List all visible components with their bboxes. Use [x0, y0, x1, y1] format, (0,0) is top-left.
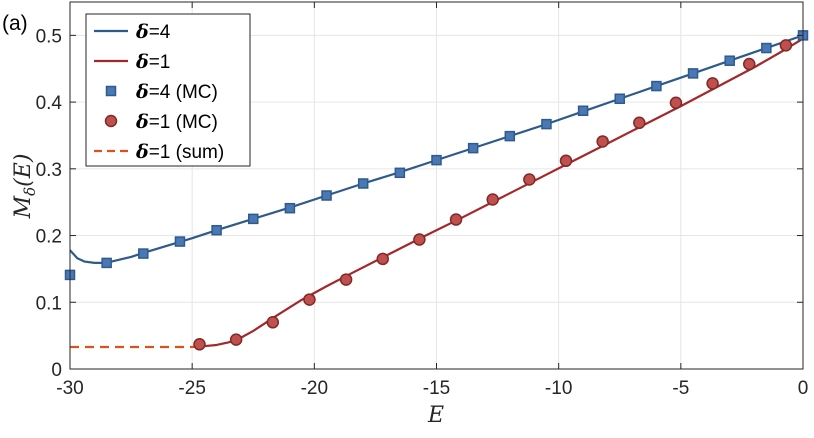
x-tick-label: -15 [423, 378, 450, 399]
y-tick-label: 0.2 [36, 227, 62, 248]
x-tick-label: 0 [798, 378, 809, 399]
legend-label-suffix: =1 (MC) [149, 112, 218, 133]
legend-label-suffix: =1 (sum) [149, 142, 225, 163]
x-tick-label: -20 [301, 378, 328, 399]
x-tick-label: -25 [178, 378, 205, 399]
data-point-circle [779, 39, 793, 52]
data-point-circle [669, 96, 683, 110]
legend-label: δ=1 [135, 51, 170, 73]
data-point-square [504, 130, 516, 142]
data-point-circle [633, 116, 646, 130]
legend-label-symbol: δ [135, 81, 149, 103]
data-point-circle [523, 173, 536, 186]
x-tick-label: -30 [56, 378, 83, 399]
y-tick-label: 0.1 [36, 293, 62, 314]
data-point-square [138, 248, 149, 259]
data-point-square [614, 93, 625, 105]
x-tick-label: -10 [545, 378, 572, 399]
data-point-circle [706, 77, 719, 90]
data-point-circle [376, 252, 389, 266]
panel-label: (a) [2, 12, 28, 35]
y-axis-label-sub: δ [21, 187, 39, 196]
y-tick-label: 0.3 [36, 160, 62, 181]
data-point-square [101, 257, 112, 269]
data-point-circle [193, 338, 206, 351]
data-point-circle [486, 193, 499, 206]
y-tick-label: 0.4 [36, 93, 63, 114]
legend-label-symbol: δ [135, 21, 149, 43]
ticks: -30 -25 -20 -15 -10 -5 0 0 0.1 0.2 0.3 0.4 0.5 [36, 2, 809, 399]
data-point-circle [413, 233, 426, 246]
legend-label-suffix: =1 [149, 52, 171, 73]
legend-swatch-circle [104, 114, 118, 128]
data-point-square [211, 224, 222, 236]
legend-swatch-square [105, 85, 117, 97]
x-axis-label: E [427, 403, 444, 428]
legend-label: δ=4 (MC) [135, 81, 218, 103]
legend-label: δ=4 [135, 21, 171, 43]
data-point-circle [339, 273, 353, 286]
data-point-circle [229, 333, 243, 346]
legend-label-suffix: =4 (MC) [149, 82, 218, 103]
data-point-square [687, 68, 699, 79]
data-point-circle [596, 135, 609, 148]
data-point-square [577, 105, 589, 117]
data-point-square [174, 236, 186, 247]
y-axis-label-arg: (E) [11, 154, 36, 187]
data-point-square [284, 202, 296, 214]
data-point-square [321, 190, 332, 201]
x-tick-label: -5 [672, 378, 689, 399]
legend-label: δ=1 (sum) [135, 141, 224, 163]
y-axis-label-main: M [11, 195, 36, 219]
data-point-circle [449, 213, 463, 226]
data-point-circle [559, 154, 573, 168]
data-point-square [651, 80, 662, 92]
series-layer [64, 30, 809, 351]
legend-label-symbol: δ [135, 51, 149, 73]
data-point-square [724, 55, 735, 66]
data-point-square [541, 118, 552, 130]
y-axis-label: Mδ(E) [11, 154, 39, 220]
data-point-square [467, 142, 479, 154]
legend-label-suffix: =4 [149, 22, 171, 43]
series-dashed-1-sum [70, 345, 203, 349]
data-point-square [248, 213, 259, 225]
data-point-circle [266, 316, 280, 329]
legend: δ=4δ=1δ=4 (MC)δ=1 (MC)δ=1 (sum) [85, 13, 251, 167]
data-point-circle [742, 57, 756, 71]
legend-label-symbol: δ [135, 111, 149, 133]
data-point-square [761, 42, 772, 54]
legend-label-symbol: δ [135, 141, 149, 163]
data-point-square [394, 167, 406, 179]
data-point-square [431, 154, 442, 166]
y-tick-label: 0 [51, 360, 62, 381]
data-point-circle [303, 293, 316, 306]
legend-label: δ=1 (MC) [135, 111, 218, 133]
y-tick-label: 0.5 [36, 26, 62, 47]
data-point-square [357, 178, 369, 189]
